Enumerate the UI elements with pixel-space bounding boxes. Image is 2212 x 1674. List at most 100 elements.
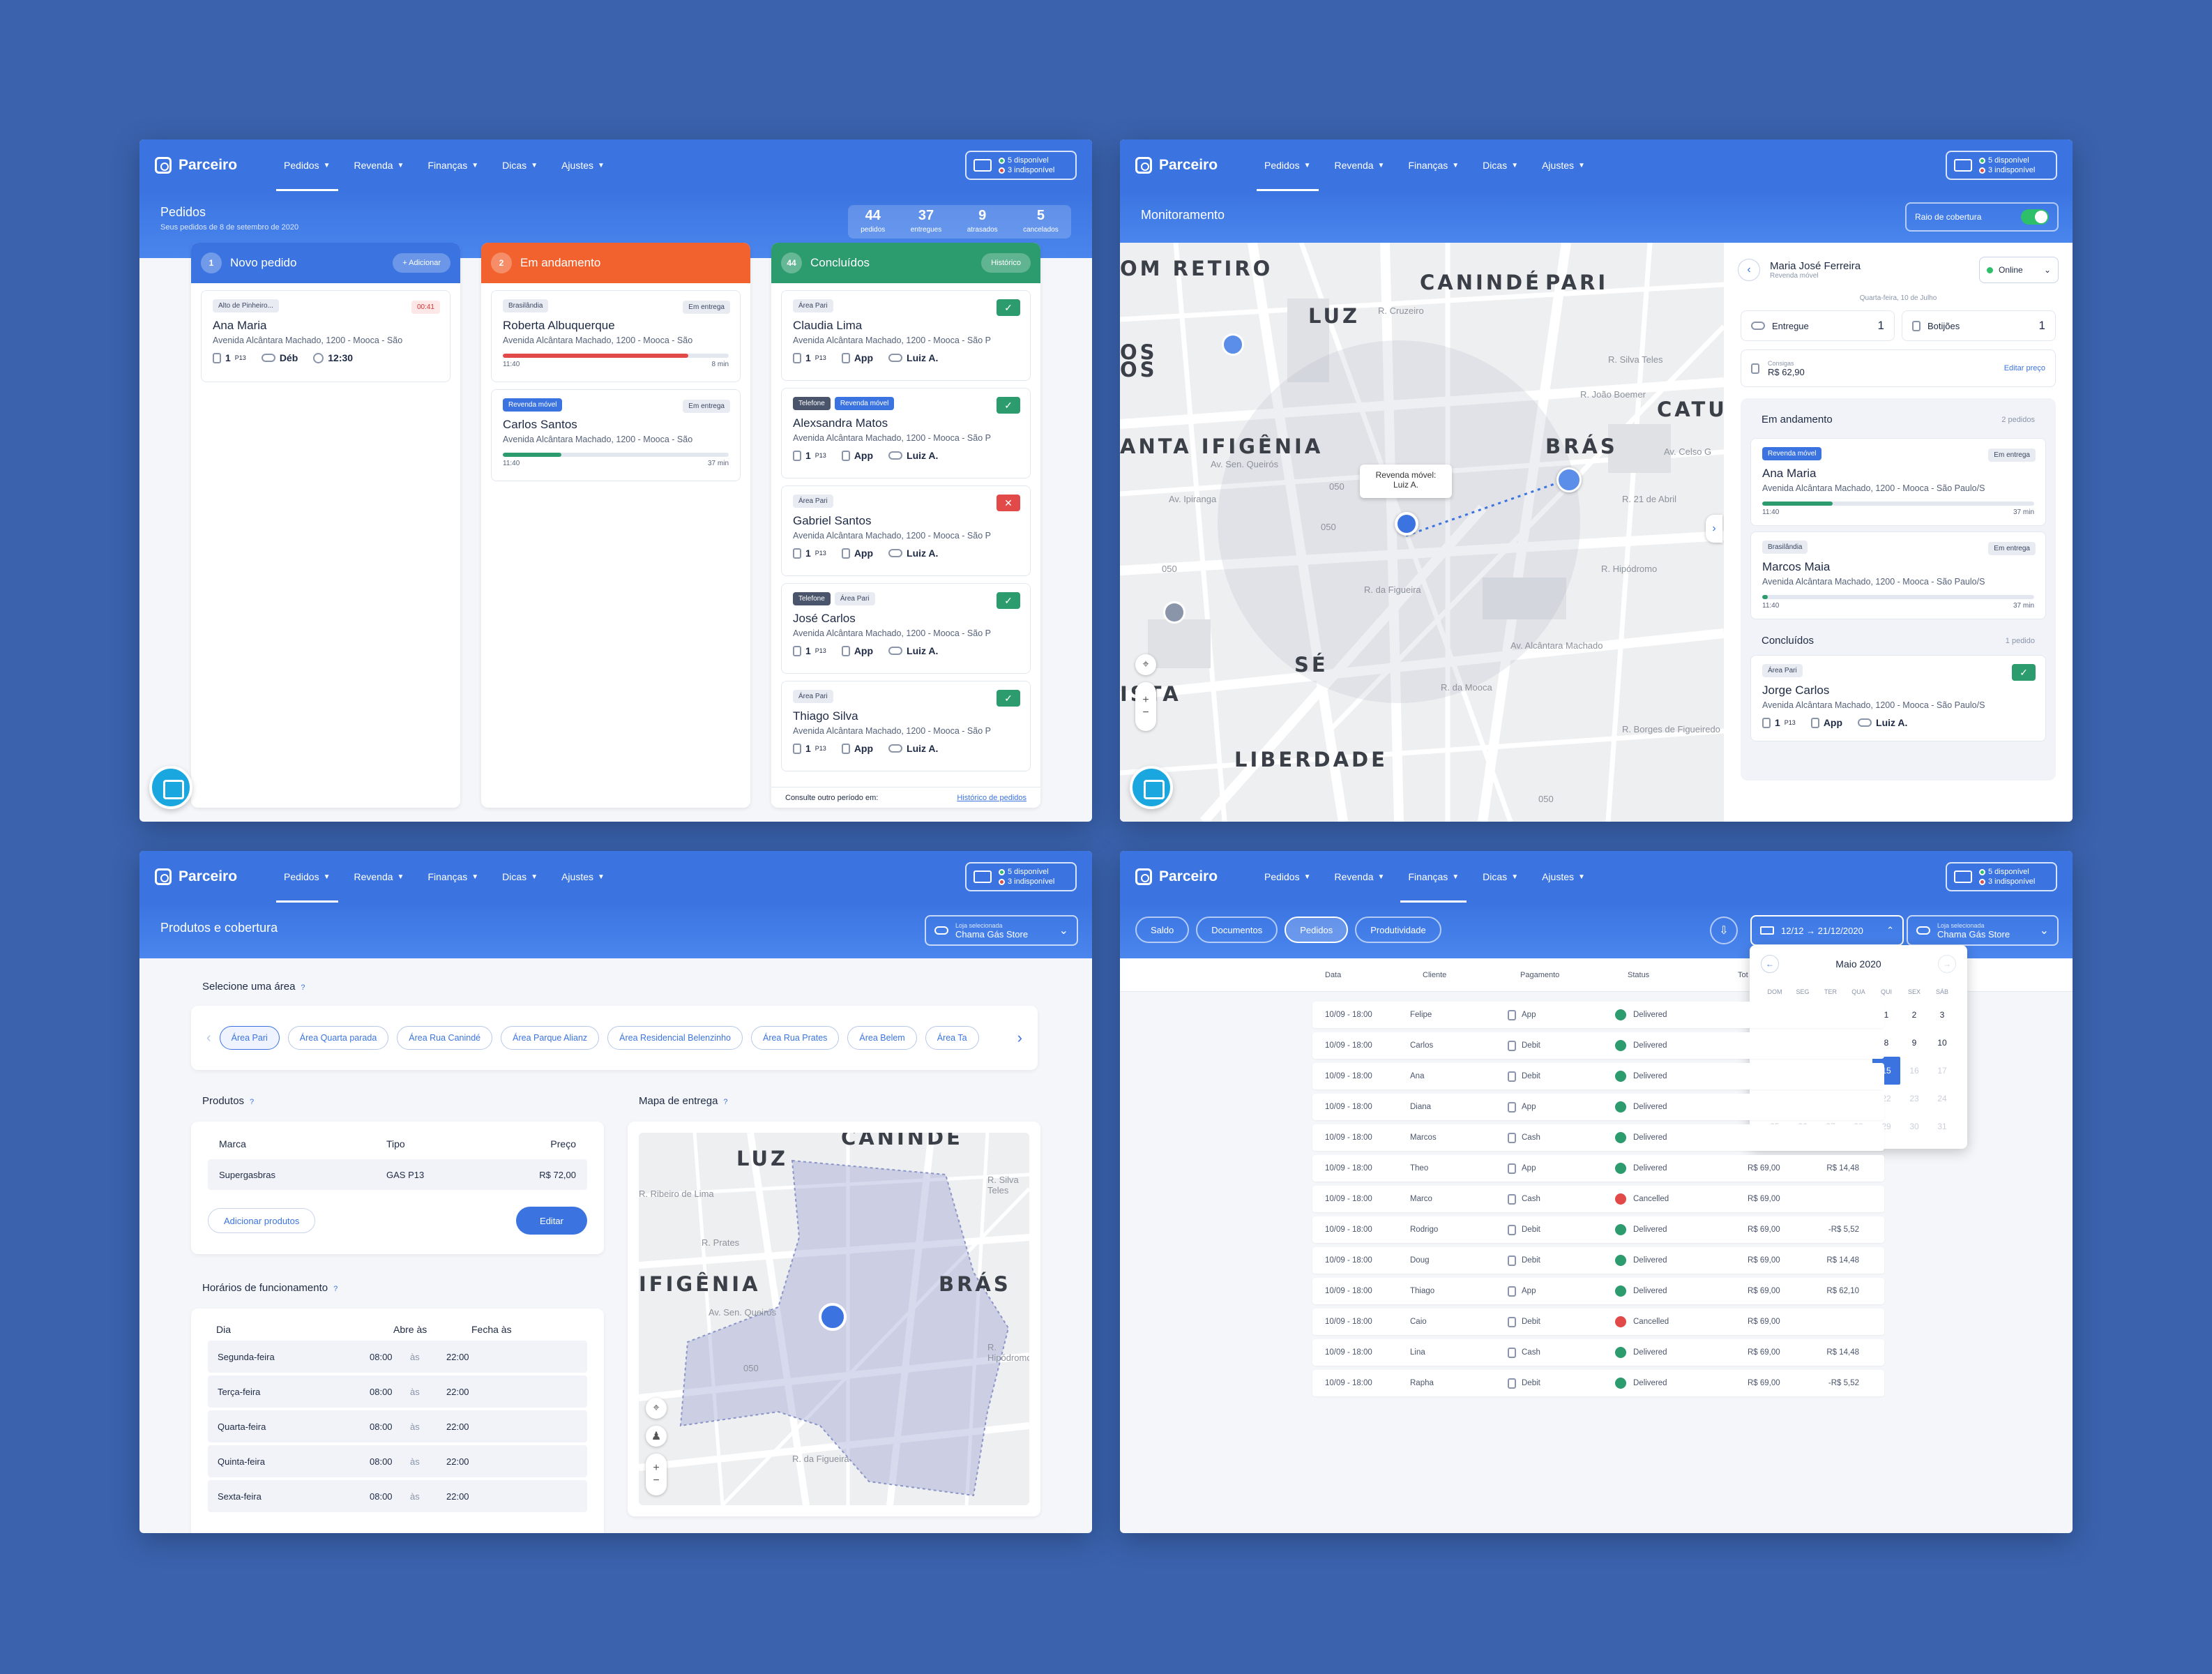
- nav-pedidos[interactable]: Pedidos ▼: [1252, 140, 1323, 191]
- prev-month-icon[interactable]: ←: [1761, 955, 1779, 973]
- availability-widget[interactable]: 5 disponível 3 indisponível: [1946, 151, 2057, 180]
- add-order-button[interactable]: + Adicionar: [393, 253, 450, 273]
- nav-dicas[interactable]: Dicas ▼: [502, 160, 538, 171]
- table-row[interactable]: 10/09 - 18:00 Caio Debit Cancelled R$ 69,00: [1312, 1309, 1884, 1335]
- nav-dicas[interactable]: Dicas ▼: [1483, 871, 1519, 882]
- date-range-picker[interactable]: 12/12 → 21/12/2020 ⌃: [1750, 915, 1904, 946]
- area-chip[interactable]: Área Rua Prates: [750, 1026, 840, 1050]
- table-row[interactable]: 10/09 - 18:00 Marco Cash Cancelled R$ 69,00: [1312, 1186, 1884, 1212]
- order-card[interactable]: Área Pari ✓ Thiago Silva Avenida Alcântara …: [781, 681, 1031, 771]
- calendar-day[interactable]: 2: [1911, 1010, 1917, 1020]
- availability-widget[interactable]: 5 disponível 3 indisponível: [1946, 862, 2057, 891]
- chat-button[interactable]: [1130, 766, 1173, 809]
- zoom-control[interactable]: + −: [1135, 682, 1156, 731]
- order-card[interactable]: Brasilândia Em entrega Roberta Albuquerque…: [491, 290, 741, 382]
- nav-ajustes[interactable]: Ajustes ▼: [561, 871, 605, 882]
- table-row[interactable]: 10/09 - 18:00 Diana App Delivered: [1312, 1094, 1884, 1120]
- mobile-dealer-marker-icon[interactable]: [1395, 512, 1418, 536]
- order-card[interactable]: Alto de Pinheiro... 00:41 Ana Maria Aven…: [201, 290, 450, 382]
- next-month-icon[interactable]: →: [1937, 955, 1956, 973]
- chevron-right-icon[interactable]: ›: [1017, 1029, 1022, 1046]
- calendar-day[interactable]: 8: [1884, 1038, 1889, 1048]
- table-row[interactable]: 10/09 - 18:00 Thiago App Delivered R$ 69,00 R…: [1312, 1278, 1884, 1304]
- store-marker-icon[interactable]: [1222, 333, 1244, 356]
- locate-icon[interactable]: ⌖: [1135, 654, 1156, 675]
- edit-price-link[interactable]: Editar preço: [2003, 364, 2045, 372]
- brand-logo[interactable]: Parceiro: [155, 157, 266, 174]
- nav-pedidos[interactable]: Pedidos ▼: [272, 851, 342, 903]
- area-chip[interactable]: Área Rua Canindé: [397, 1026, 493, 1050]
- back-icon[interactable]: ‹: [1738, 259, 1760, 281]
- table-row[interactable]: 10/09 - 18:00 Doug Debit Delivered R$ 69,00 R…: [1312, 1247, 1884, 1274]
- vehicle-marker-icon[interactable]: [1163, 601, 1185, 624]
- area-chip[interactable]: Área Quarta parada: [287, 1026, 389, 1050]
- hours-row[interactable]: Sexta-feira 08:00 às 22:00: [208, 1480, 587, 1512]
- hours-row[interactable]: Segunda-feira 08:00 às 22:00: [208, 1341, 587, 1373]
- nav-dicas[interactable]: Dicas ▼: [502, 871, 538, 882]
- nav-ajustes[interactable]: Ajustes ▼: [561, 160, 605, 171]
- order-card[interactable]: Área Pari ✕ Gabriel Santos Avenida Alcântar…: [781, 485, 1031, 576]
- nav-pedidos[interactable]: Pedidos ▼: [272, 140, 342, 191]
- nav-revenda[interactable]: Revenda ▼: [1334, 871, 1385, 882]
- order-card[interactable]: Revenda móvel Em entrega Carlos Santos Aven…: [491, 389, 741, 481]
- expand-panel-icon[interactable]: ›: [1706, 515, 1722, 543]
- availability-widget[interactable]: 5 disponível 3 indisponível: [965, 151, 1077, 180]
- table-row[interactable]: 10/09 - 18:00 Rapha Debit Delivered R$ 69,00…: [1312, 1370, 1884, 1396]
- order-card[interactable]: Área Pari ✓ Claudia Lima Avenida Alcântara …: [781, 290, 1031, 381]
- live-map[interactable]: OM RETIRO CANINDÉ PARI LUZ OS OS ANTA IFIGÊNIA…: [1120, 243, 1724, 822]
- street-view-icon[interactable]: ♟: [646, 1426, 667, 1447]
- tab-documentos[interactable]: Documentos: [1196, 917, 1278, 943]
- edit-button[interactable]: Editar: [516, 1207, 587, 1235]
- tab-pedidos[interactable]: Pedidos: [1285, 917, 1349, 943]
- order-card[interactable]: Telefone Área Pari ✓ José Carlos Avenida Alc…: [781, 583, 1031, 674]
- nav-pedidos[interactable]: Pedidos ▼: [1264, 871, 1311, 882]
- history-button[interactable]: Histórico: [981, 253, 1031, 273]
- coverage-toggle[interactable]: Raio de cobertura: [1905, 202, 2059, 232]
- store-select[interactable]: Loja selecionada Chama Gás Store ⌄: [1907, 915, 2059, 946]
- order-card[interactable]: Telefone Revenda móvel ✓ Alexsandra Matos Av…: [781, 388, 1031, 478]
- calendar-day[interactable]: 9: [1911, 1038, 1917, 1048]
- order-card[interactable]: Área Pari ✓ Jorge Carlos Avenida Alcânta…: [1750, 655, 2046, 741]
- calendar-day[interactable]: 1: [1884, 1010, 1889, 1020]
- calendar-day[interactable]: 31: [1937, 1122, 1947, 1131]
- area-chip[interactable]: Área Parque Alianz: [501, 1026, 600, 1050]
- history-link[interactable]: Histórico de pedidos: [957, 793, 1027, 802]
- calendar-day[interactable]: 16: [1909, 1066, 1919, 1076]
- hours-row[interactable]: Quinta-feira 08:00 às 22:00: [208, 1445, 587, 1477]
- area-chip[interactable]: Área Ta: [925, 1026, 979, 1050]
- nav-dicas[interactable]: Dicas ▼: [1483, 160, 1519, 171]
- brand-logo[interactable]: Parceiro: [155, 868, 266, 885]
- hours-row[interactable]: Terça-feira 08:00 às 22:00: [208, 1375, 587, 1408]
- calendar-day[interactable]: 10: [1937, 1038, 1947, 1048]
- download-icon[interactable]: ⇩: [1710, 917, 1738, 944]
- area-chip[interactable]: Área Residencial Belenzinho: [607, 1026, 743, 1050]
- chat-button[interactable]: [149, 766, 192, 809]
- calendar-day[interactable]: 17: [1937, 1066, 1947, 1076]
- product-row[interactable]: Supergasbras GAS P13 R$ 72,00: [208, 1159, 587, 1190]
- area-chip[interactable]: Área Belem: [847, 1026, 917, 1050]
- calendar-day[interactable]: 30: [1909, 1122, 1919, 1131]
- add-products-button[interactable]: Adicionar produtos: [208, 1208, 316, 1233]
- status-select[interactable]: Online ⌄: [1979, 257, 2059, 283]
- calendar-day[interactable]: 23: [1909, 1094, 1919, 1103]
- tab-saldo[interactable]: Saldo: [1135, 917, 1190, 943]
- table-row[interactable]: 10/09 - 18:00 Theo App Delivered R$ 69,00 R$ …: [1312, 1155, 1884, 1182]
- customer-marker-icon[interactable]: [1556, 467, 1582, 492]
- delivery-map[interactable]: CANINDÉ LUZ IFIGÊNIA BRÁS R. Silva Teles R. R…: [639, 1133, 1029, 1505]
- store-marker-icon[interactable]: [819, 1303, 847, 1331]
- area-chip[interactable]: Área Pari: [219, 1026, 280, 1050]
- table-row[interactable]: 10/09 - 18:00 Felipe App Delivered: [1312, 1002, 1884, 1028]
- nav-revenda[interactable]: Revenda ▼: [354, 871, 404, 882]
- store-select[interactable]: Loja selecionada Chama Gás Store ⌄: [925, 915, 1078, 946]
- order-card[interactable]: Revenda móvel Em entrega Ana Maria Avenida …: [1750, 438, 2046, 526]
- brand-logo[interactable]: Parceiro: [1135, 868, 1247, 885]
- nav-financas[interactable]: Finanças ▼: [427, 871, 479, 882]
- zoom-control[interactable]: + −: [646, 1454, 667, 1495]
- tab-produtividade[interactable]: Produtividade: [1355, 917, 1441, 943]
- nav-financas[interactable]: Finanças ▼: [1408, 160, 1460, 171]
- nav-financas[interactable]: Finanças ▼: [1396, 851, 1471, 903]
- table-row[interactable]: 10/09 - 18:00 Carlos Debit Delivered: [1312, 1032, 1884, 1059]
- table-row[interactable]: 10/09 - 18:00 Marcos Cash Delivered: [1312, 1124, 1884, 1151]
- chevron-left-icon[interactable]: ‹: [206, 1030, 211, 1046]
- nav-ajustes[interactable]: Ajustes ▼: [1542, 871, 1585, 882]
